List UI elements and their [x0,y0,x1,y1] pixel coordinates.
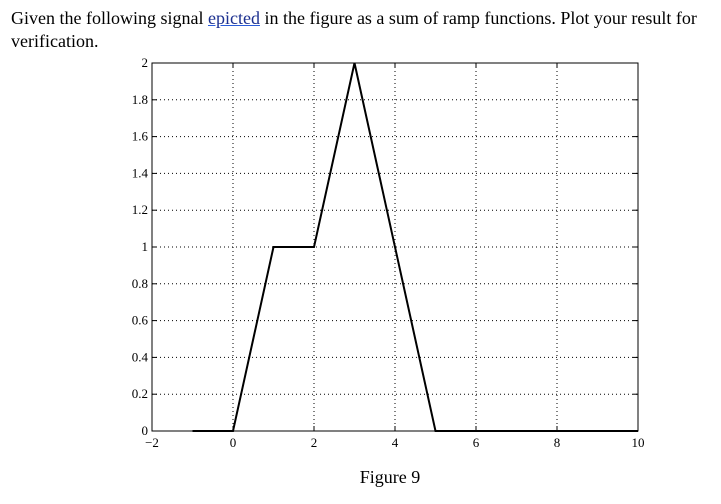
question-text: Given the following signal epicted in th… [11,7,711,53]
series-layer [192,62,638,432]
x-tick-label: 0 [230,435,237,450]
question-text-end: in the figure as a sum of ramp functions… [11,8,697,51]
y-tick-label: 1.4 [132,165,149,180]
signal-line [192,62,638,432]
y-tick-label: 2 [142,55,149,70]
plot-frame [151,62,639,432]
y-tick-label: 1.8 [132,92,148,107]
y-tick-label: 0.4 [132,349,149,364]
y-tick-label: 0.6 [132,313,149,328]
x-tick-label: 6 [473,435,480,450]
x-tick-label: 4 [392,435,399,450]
x-tick-label: −2 [145,435,159,450]
y-tick-label: 0.2 [132,386,148,401]
x-tick-label: 8 [554,435,561,450]
y-tick-label: 0 [142,423,149,438]
question-text-start: Given the following signal [11,8,208,28]
y-tick-label: 0.8 [132,276,148,291]
grid [152,63,638,431]
x-tick-label: 10 [632,435,645,450]
x-tick-label: 2 [311,435,318,450]
underlined-word[interactable]: epicted [207,8,260,28]
y-tick-label: 1 [142,239,149,254]
figure-caption: Figure 9 [359,467,421,487]
y-tick-label: 1.2 [132,202,148,217]
y-tick-label: 1.6 [132,129,149,144]
